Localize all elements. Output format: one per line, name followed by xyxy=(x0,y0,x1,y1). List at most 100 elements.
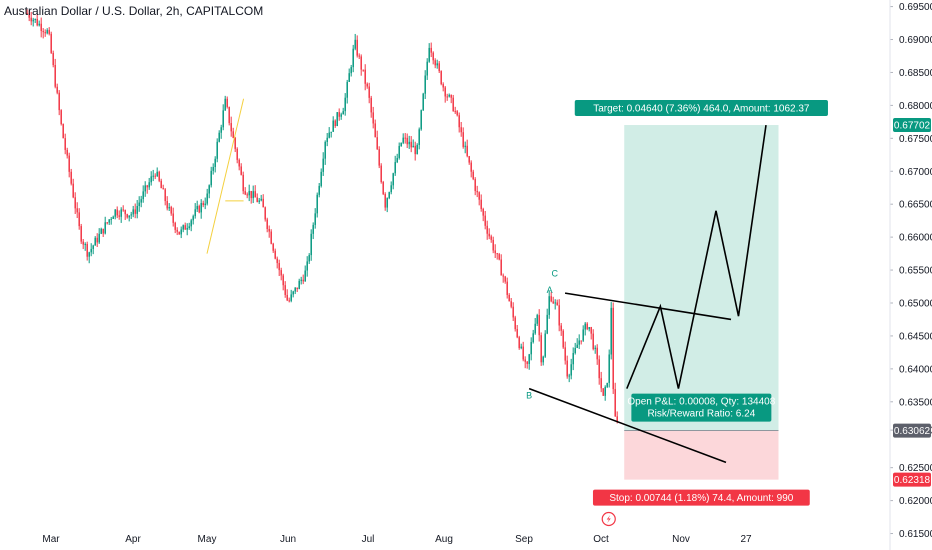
candle-body xyxy=(456,111,458,116)
stop-label-text: Stop: 0.00744 (1.18%) 74.4, Amount: 990 xyxy=(609,493,793,504)
candle-body xyxy=(116,209,118,216)
candle-body xyxy=(326,137,328,142)
candle-body xyxy=(548,296,550,315)
candle-body xyxy=(182,225,184,230)
candle-body xyxy=(96,237,98,243)
candle-body xyxy=(84,244,86,246)
candle-body xyxy=(174,222,176,230)
candle-body xyxy=(436,63,438,66)
candle-body xyxy=(480,199,482,209)
candle-body xyxy=(220,127,222,133)
candle-body xyxy=(198,205,200,213)
target-price-tag-bg xyxy=(893,118,931,133)
candle-body xyxy=(224,98,226,111)
candle-body xyxy=(286,294,288,301)
candle-body xyxy=(192,216,194,221)
candle-body xyxy=(166,201,168,209)
candle-body xyxy=(358,55,360,57)
stop-price-tag-text: 0.62318 xyxy=(894,475,931,486)
candle-body xyxy=(188,226,190,228)
candle-body xyxy=(306,261,308,271)
candle-body xyxy=(114,209,116,217)
lower-trendline xyxy=(528,387,727,464)
x-tick-label: Aug xyxy=(435,534,453,545)
candle-body xyxy=(552,301,554,304)
candle-body xyxy=(62,124,64,139)
candle-body xyxy=(420,110,422,130)
candle-body xyxy=(368,86,370,98)
candle-body xyxy=(48,30,50,34)
candle-body xyxy=(144,185,146,192)
y-tick-label: 0.62000 xyxy=(899,496,932,507)
y-tick-label: 0.65500 xyxy=(899,266,932,277)
candle-body xyxy=(516,329,518,338)
candle-body xyxy=(588,327,590,330)
candle-body xyxy=(146,185,148,188)
candle-body xyxy=(464,145,466,147)
candle-body xyxy=(590,327,592,334)
y-tick-label: 0.69500 xyxy=(899,2,932,13)
candle-body xyxy=(186,227,188,230)
candle-body xyxy=(140,199,142,203)
candle-body xyxy=(172,213,174,223)
y-tick-label: 0.65000 xyxy=(899,298,932,309)
candle-body xyxy=(210,170,212,186)
candle-body xyxy=(412,145,414,148)
candle-body xyxy=(488,233,490,237)
candle-body xyxy=(538,315,540,336)
candle-body xyxy=(360,56,362,70)
y-tick-label: 0.66500 xyxy=(899,200,932,211)
candle-body xyxy=(458,115,460,128)
candle-body xyxy=(384,194,386,208)
candle-body xyxy=(450,94,452,98)
candle-body xyxy=(470,162,472,172)
candle-body xyxy=(372,112,374,124)
stop-price-tag-bg xyxy=(893,472,931,487)
candle-body xyxy=(68,155,70,172)
candle-body xyxy=(126,214,128,218)
candle-body xyxy=(76,208,78,213)
candle-body xyxy=(274,250,276,259)
candle-body xyxy=(560,325,562,331)
time-axis[interactable]: Mar Apr May Jun Jul Aug Sep Oct Nov 27 xyxy=(42,511,752,546)
candle-body xyxy=(162,188,164,190)
candle-body xyxy=(364,69,366,84)
candle-body xyxy=(228,106,230,124)
candle-body xyxy=(354,39,356,49)
candle-body xyxy=(100,228,102,234)
candle-body xyxy=(484,215,486,226)
candle-body xyxy=(434,60,436,66)
candle-body xyxy=(528,354,530,364)
candle-body xyxy=(402,137,404,143)
candle-body xyxy=(610,307,612,355)
candle-body xyxy=(54,65,56,87)
candle-body xyxy=(344,97,346,112)
candle-body xyxy=(168,206,170,209)
candle-body xyxy=(70,171,72,184)
candle-body xyxy=(614,389,616,417)
candle-body xyxy=(130,214,132,216)
candle-body xyxy=(246,194,248,196)
stop-zone xyxy=(624,430,779,480)
candle-body xyxy=(176,229,178,232)
candle-body xyxy=(476,190,478,193)
candle-body xyxy=(598,359,600,379)
risk-reward-text: Risk/Reward Ratio: 6.24 xyxy=(647,409,755,420)
candle-body xyxy=(554,302,556,304)
candle-body xyxy=(250,190,252,199)
candle-body xyxy=(608,354,610,383)
candle-body xyxy=(474,179,476,191)
candle-body xyxy=(366,83,368,87)
candle-body xyxy=(416,144,418,155)
candle-body xyxy=(272,243,274,251)
x-tick-label: Sep xyxy=(515,534,533,545)
price-axis[interactable]: 0.69500 0.69000 0.68500 0.68000 0.67500 0.670… xyxy=(889,0,932,550)
candle-body xyxy=(78,212,80,227)
candle-body xyxy=(202,202,204,206)
candle-body xyxy=(236,148,238,160)
candle-body xyxy=(558,305,560,326)
candle-body xyxy=(262,198,264,208)
current-price-tag-text: 0.63062 xyxy=(894,426,931,437)
x-tick-label: Oct xyxy=(593,534,609,545)
